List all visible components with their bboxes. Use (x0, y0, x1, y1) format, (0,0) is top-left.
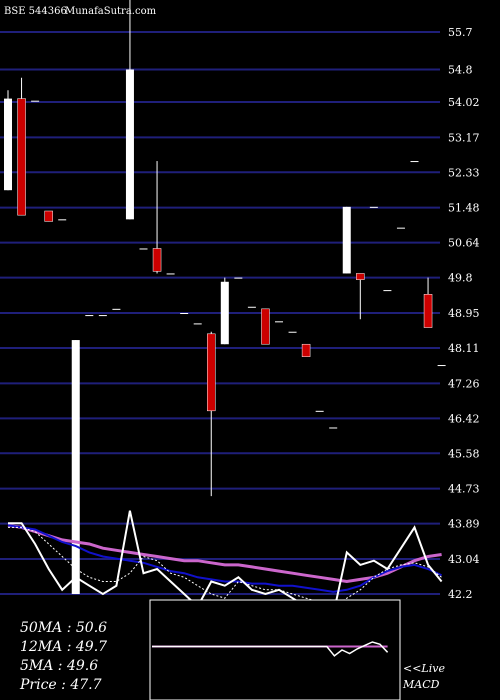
y-tick-label: 53.17 (448, 131, 480, 144)
y-tick-label: 42.2 (448, 588, 473, 601)
y-tick-label: 43.89 (448, 518, 480, 531)
candle-up (139, 248, 148, 250)
legend-ma5: 5MA : 49.6 (20, 658, 98, 674)
macd-line (152, 641, 389, 657)
ma-long-line (7, 523, 442, 584)
y-tick-label: 43.04 (448, 553, 480, 566)
y-tick-label: 52.33 (448, 166, 480, 179)
candle-up (71, 340, 80, 594)
legend-ma50: 50MA : 50.6 (20, 620, 107, 636)
candle-down (356, 273, 365, 280)
candle-up (275, 321, 283, 323)
y-tick-label: 49.8 (448, 272, 473, 285)
candle-up (410, 161, 419, 163)
y-tick-label: 48.11 (448, 342, 480, 355)
y-tick-label: 47.26 (448, 377, 480, 390)
macd-panel (149, 599, 401, 700)
candle-up (193, 323, 202, 325)
candle-up (4, 98, 12, 191)
candle-down (207, 333, 216, 412)
y-tick-label: 44.73 (448, 483, 480, 496)
candle-up (180, 313, 189, 314)
candle-up (220, 281, 229, 345)
y-tick-label: 45.58 (448, 447, 480, 460)
y-tick-label: 50.64 (448, 237, 480, 250)
candle-up (383, 290, 392, 292)
candle-up (98, 315, 107, 317)
y-tick-label: 54.02 (448, 96, 480, 109)
candle-up (166, 273, 175, 275)
y-axis-tick-labels: 55.7 54.8 54.02 53.17 52.33 51.48 50.64 49.8 48.… (448, 26, 480, 601)
macd-name-label: MACD (402, 678, 440, 691)
macd-series (152, 641, 389, 657)
y-tick-label: 48.95 (448, 307, 480, 320)
candle-up (315, 410, 324, 412)
legend-price: Price : 47.7 (19, 677, 102, 693)
candle-up (31, 100, 40, 102)
y-tick-label: 51.48 (448, 202, 480, 215)
price-grid (0, 31, 440, 595)
candle-up (85, 315, 94, 317)
candle-up (234, 277, 243, 279)
candle-up (58, 219, 67, 221)
candle-down (17, 98, 26, 216)
candle-up (125, 69, 134, 220)
candle-up (396, 227, 405, 229)
candle-up (329, 427, 338, 429)
macd-live-label: <<Live (403, 662, 445, 675)
price-line (8, 510, 443, 617)
candle-down (44, 210, 53, 222)
y-tick-label: 54.8 (448, 63, 473, 76)
ma-short-line (8, 526, 442, 608)
candle-up (369, 206, 378, 208)
candle-up (342, 206, 351, 274)
candle-down (301, 343, 311, 357)
candle-down (423, 294, 433, 328)
ma-mid-line (7, 524, 443, 593)
candle-down (152, 248, 162, 272)
candle-up (437, 365, 446, 367)
candlestick-series (4, 0, 446, 594)
legend-ma12: 12MA : 49.7 (20, 639, 107, 655)
candle-up (288, 331, 297, 333)
moving-average-lines (7, 510, 443, 617)
candle-down (261, 308, 270, 345)
chart-code: BSE 544366 (4, 6, 67, 17)
candle-up (247, 306, 256, 308)
candle-up (112, 308, 121, 310)
chart-site: MunafaSutra.com (65, 6, 157, 17)
y-tick-label: 55.7 (448, 26, 473, 39)
y-tick-label: 46.42 (448, 412, 480, 425)
